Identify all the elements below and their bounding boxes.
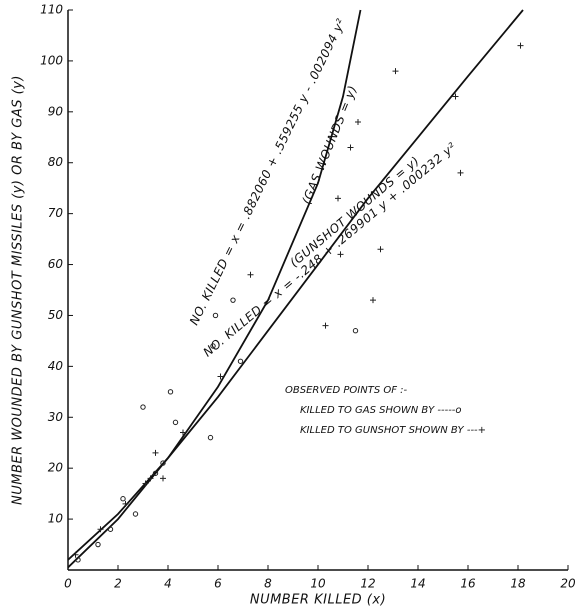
x-tick-label: 8 — [264, 577, 272, 591]
gunshot-curve-label: (GUNSHOT WOUNDS = y) — [287, 153, 422, 269]
legend-entry: KILLED TO GUNSHOT SHOWN BY ---+ — [300, 425, 486, 436]
gunshot-point — [217, 373, 224, 380]
x-tick-label: 12 — [360, 577, 375, 591]
y-tick-label: 100 — [40, 53, 63, 67]
gas-point — [107, 526, 114, 532]
x-tick-label: 20 — [560, 577, 576, 591]
gas-point — [237, 358, 244, 364]
gas-point — [352, 328, 359, 334]
x-tick-label: 10 — [310, 577, 326, 591]
gas-point — [172, 419, 179, 426]
x-tick-label: 14 — [410, 577, 425, 591]
gunshot-point — [180, 429, 186, 436]
gunshot-point — [370, 297, 376, 304]
y-tick-label: 20 — [48, 461, 64, 475]
gunshot-point — [457, 169, 464, 176]
legend-entry: KILLED TO GAS SHOWN BY -----o — [300, 405, 462, 416]
gas-point — [167, 389, 174, 395]
y-tick-label: 70 — [48, 206, 64, 220]
x-tick-label: 0 — [64, 577, 72, 591]
x-tick-label: 18 — [510, 577, 526, 591]
x-tick-label: 4 — [164, 577, 172, 591]
y-tick-label: 30 — [48, 410, 64, 424]
gas-point — [152, 470, 159, 476]
gas-point — [140, 404, 146, 410]
gunshot-point — [97, 526, 104, 533]
fit-curve — [67, 9, 362, 569]
gas-point — [120, 496, 126, 502]
fit-curve — [67, 9, 524, 561]
gunshot-point — [337, 251, 344, 258]
gunshot-point — [392, 68, 399, 75]
x-tick-label: 2 — [114, 577, 122, 591]
gunshot-point — [347, 144, 354, 151]
gunshot-point — [72, 551, 79, 558]
gunshot-point — [377, 246, 384, 253]
legend-title: OBSERVED POINTS OF :- — [285, 385, 408, 396]
y-tick-label: 10 — [48, 512, 64, 526]
x-tick-label: 16 — [460, 577, 476, 591]
gunshot-point — [322, 322, 329, 329]
x-tick-label: 6 — [214, 577, 222, 591]
gunshot-point — [355, 119, 361, 125]
y-tick-label: 50 — [48, 308, 64, 322]
gunshot-point — [452, 93, 459, 100]
gunshot-point — [160, 475, 166, 482]
y-tick-label: 80 — [48, 155, 64, 169]
gas-point — [212, 312, 219, 319]
gas-point — [160, 460, 166, 466]
gunshot-point — [517, 42, 524, 49]
y-tick-label: 40 — [48, 359, 64, 373]
gunshot-point — [147, 475, 154, 482]
y-tick-label: 90 — [48, 104, 64, 118]
x-axis-label: NUMBER KILLED (x) — [250, 593, 386, 608]
gunshot-point — [152, 449, 159, 456]
y-tick-label: 110 — [40, 3, 63, 17]
gas-point — [207, 434, 214, 441]
y-tick-label: 60 — [48, 257, 64, 271]
gas-point — [95, 541, 101, 548]
gunshot-point — [142, 480, 149, 487]
gas-point — [75, 557, 81, 563]
gas-point — [132, 511, 139, 517]
gunshot-point — [247, 271, 254, 278]
gunshot-point — [335, 195, 341, 202]
gas-point — [210, 343, 216, 349]
gas-point — [230, 297, 236, 303]
gunshot-point — [122, 500, 129, 507]
y-axis-label: NUMBER WOUNDED BY GUNSHOT MISSILES (y) O… — [11, 75, 26, 505]
